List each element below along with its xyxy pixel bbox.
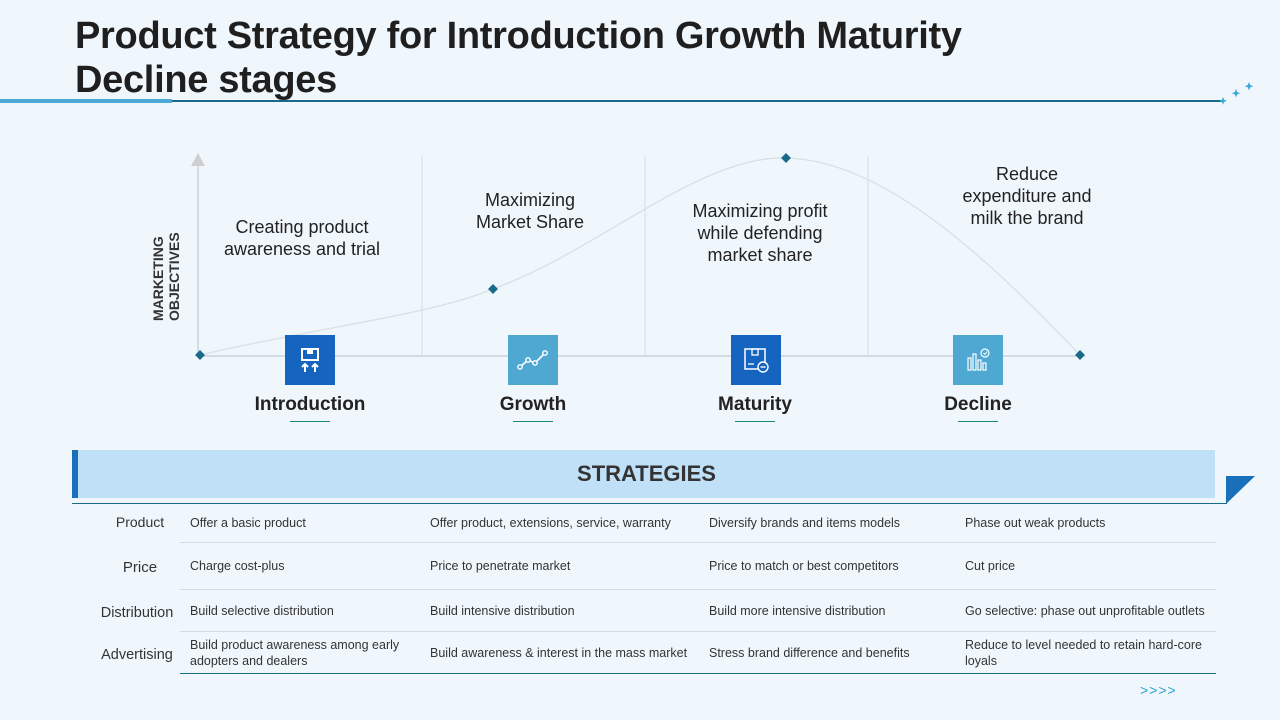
table-cell: Build selective distribution bbox=[190, 603, 334, 618]
row-label: Advertising bbox=[101, 647, 173, 663]
table-row-product: Product Offer a basic product Offer prod… bbox=[100, 504, 1216, 543]
table-cell: Phase out weak products bbox=[965, 516, 1106, 530]
next-arrows-icon[interactable]: >>>> bbox=[1140, 682, 1177, 698]
stage-icon-maturity bbox=[731, 335, 781, 385]
objective-maturity: Maximizing profit while defending market… bbox=[692, 201, 828, 265]
table-cell: Price to penetrate market bbox=[430, 559, 571, 573]
stage-label-maturity: Maturity bbox=[718, 394, 792, 415]
strategies-corner-tab bbox=[1226, 476, 1255, 504]
row-cells: Build product awareness among early adop… bbox=[180, 632, 1216, 674]
stage-icon-growth bbox=[508, 335, 558, 385]
strategies-divider bbox=[72, 503, 1227, 504]
row-cells: Offer a basic product Offer product, ext… bbox=[180, 504, 1216, 543]
y-axis-label: MARKETING OBJECTIVES bbox=[148, 232, 184, 326]
stage-underline bbox=[290, 421, 330, 422]
stage-label-introduction: Introduction bbox=[254, 394, 366, 415]
table-row-price: Price Charge cost-plus Price to penetrat… bbox=[100, 543, 1216, 590]
table-cell: Build product awareness among early adop… bbox=[190, 637, 400, 668]
stage-label-decline: Decline bbox=[944, 394, 1012, 415]
sparkle-icon bbox=[1219, 82, 1254, 105]
stage-icon-decline bbox=[953, 335, 1003, 385]
objective-introduction: Creating product awareness and trial bbox=[223, 217, 381, 259]
stage-icon-introduction bbox=[285, 335, 335, 385]
curve-marker bbox=[488, 284, 498, 294]
table-row-advertising: Advertising Build product awareness amon… bbox=[100, 632, 1216, 674]
table-cell: Build awareness & interest in the mass m… bbox=[430, 645, 688, 660]
stage-underline bbox=[735, 421, 775, 422]
table-cell: Cut price bbox=[965, 559, 1016, 573]
table-cell: Offer product, extensions, service, warr… bbox=[430, 516, 671, 530]
stage-underline bbox=[513, 421, 553, 422]
page-title: Product Strategy for Introduction Growth… bbox=[75, 15, 962, 101]
curve-marker bbox=[1075, 350, 1085, 360]
stage-label-growth: Growth bbox=[499, 394, 567, 415]
objective-growth: Maximizing Market Share bbox=[475, 190, 585, 232]
table-cell: Offer a basic product bbox=[190, 516, 306, 530]
curve-marker bbox=[195, 350, 205, 360]
y-axis-label-text: MARKETING OBJECTIVES bbox=[150, 232, 182, 321]
row-cells: Charge cost-plus Price to penetrate mark… bbox=[180, 543, 1216, 590]
title-divider-accent bbox=[0, 99, 172, 103]
trend-line-icon bbox=[517, 350, 548, 370]
row-label: Distribution bbox=[100, 605, 174, 621]
row-cells: Build selective distribution Build inten… bbox=[180, 590, 1216, 632]
stage-underline bbox=[958, 421, 998, 422]
title-divider bbox=[0, 100, 1222, 102]
box-minus-icon bbox=[744, 348, 769, 373]
y-axis-arrowhead bbox=[191, 153, 205, 166]
table-cell: Go selective: phase out unprofitable out… bbox=[965, 603, 1205, 618]
package-arrows-icon bbox=[301, 348, 319, 372]
strategies-heading: STRATEGIES bbox=[577, 461, 716, 486]
table-cell: Reduce to level needed to retain hard-co… bbox=[965, 637, 1202, 668]
strategies-header: STRATEGIES bbox=[72, 450, 1215, 498]
strategies-table: Product Offer a basic product Offer prod… bbox=[100, 504, 1216, 674]
curve-marker bbox=[781, 153, 791, 163]
bar-chart-icon bbox=[967, 348, 990, 371]
table-cell: Charge cost-plus bbox=[190, 559, 285, 573]
table-row-distribution: Distribution Build selective distributio… bbox=[100, 590, 1216, 632]
objective-decline: Reduce expenditure and milk the brand bbox=[962, 164, 1092, 228]
table-cell: Diversify brands and items models bbox=[709, 516, 901, 530]
table-cell: Stress brand difference and benefits bbox=[709, 645, 910, 660]
row-label: Price bbox=[122, 559, 158, 576]
table-cell: Build intensive distribution bbox=[430, 603, 575, 618]
table-cell: Price to match or best competitors bbox=[709, 559, 899, 573]
table-cell: Build more intensive distribution bbox=[709, 603, 886, 618]
row-label: Product bbox=[115, 514, 165, 530]
